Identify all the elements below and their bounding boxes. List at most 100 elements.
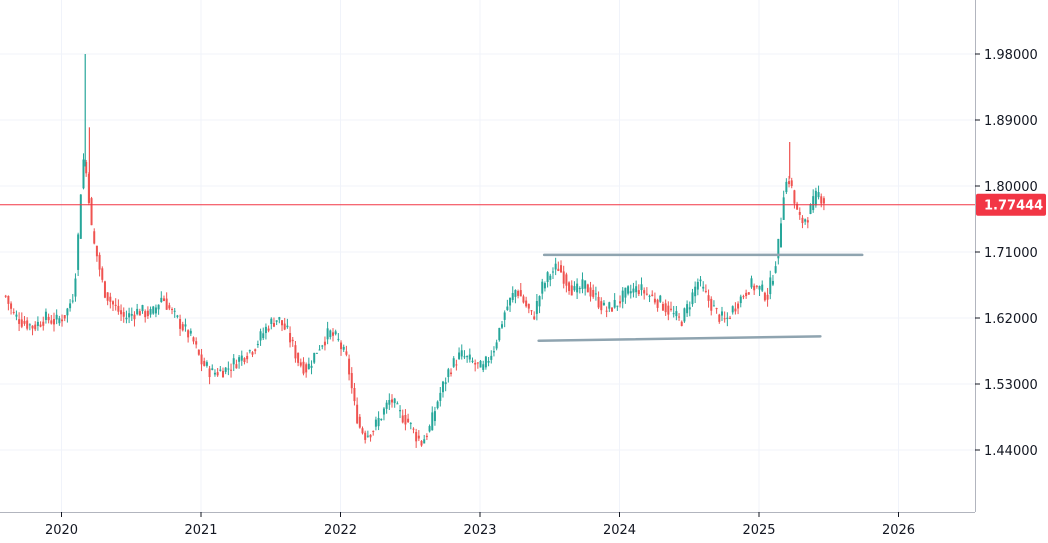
candle-body-209	[565, 274, 568, 286]
candle-body-149	[404, 415, 407, 425]
candle-body-46	[128, 313, 131, 318]
candle-body-45	[125, 317, 128, 320]
candle-body-88	[240, 355, 243, 361]
candle-body-11	[34, 324, 37, 330]
candle-body-290	[782, 197, 785, 220]
candle-body-199	[538, 296, 541, 307]
candle-body-73	[200, 354, 203, 365]
candle-body-228	[616, 305, 619, 307]
candle-body-53	[146, 310, 149, 317]
candle-body-180	[487, 360, 490, 363]
candle-body-243	[656, 299, 659, 308]
candle-body-64	[176, 315, 179, 317]
candle-body-20	[58, 318, 61, 324]
candle-body-275	[742, 296, 745, 298]
candle-body-249	[672, 313, 675, 315]
candle-body-121	[329, 330, 332, 338]
candle-body-103	[281, 320, 284, 326]
candle-body-48	[133, 314, 136, 320]
candle-body-44	[122, 312, 125, 317]
candle-body-63	[173, 310, 176, 312]
candle-body-272	[734, 308, 737, 312]
candle-body-210	[568, 282, 571, 292]
candle-body-293	[790, 180, 793, 187]
candle-body-94	[256, 343, 259, 345]
candle-body-298	[804, 219, 807, 222]
candle-body-230	[621, 290, 624, 302]
candle-body-13	[39, 324, 42, 327]
candle-body-89	[243, 358, 246, 363]
candle-body-270	[729, 317, 732, 319]
candle-body-37	[103, 281, 106, 298]
candle-body-271	[731, 306, 734, 313]
candle-body-252	[680, 321, 683, 327]
candle-body-257	[694, 286, 697, 297]
candle-body-219	[592, 289, 595, 297]
candle-body-215	[581, 279, 584, 289]
candle-body-299	[806, 220, 809, 223]
candle-body-137	[372, 430, 375, 432]
candle-body-127	[345, 351, 348, 355]
candle-body-294	[793, 190, 796, 204]
candle-body-83	[227, 368, 230, 370]
candle-body-223	[602, 302, 605, 306]
candle-body-43	[120, 310, 123, 315]
candle-body-42	[117, 305, 120, 312]
candle-body-112	[305, 364, 308, 373]
candle-body-264	[712, 305, 715, 307]
candle-body-261	[704, 290, 707, 292]
candle-body-287	[774, 266, 777, 273]
candle-body-188	[509, 297, 512, 306]
candle-body-59	[162, 298, 165, 301]
candle-body-105	[286, 325, 289, 328]
candle-body-301	[812, 196, 815, 211]
candle-body-240	[648, 295, 651, 297]
candle-body-140	[380, 418, 383, 420]
candle-body-193	[522, 296, 525, 303]
candle-body-244	[659, 295, 662, 302]
candle-body-196	[530, 310, 533, 312]
candle-body-71	[195, 341, 198, 345]
candle-body-194	[525, 300, 528, 307]
candle-body-133	[361, 428, 364, 434]
candle-body-62	[171, 309, 174, 311]
candle-body-282	[761, 284, 764, 291]
current-price-tag: 1.77444	[976, 193, 1046, 216]
candle-body-70	[192, 337, 195, 342]
candle-body-60	[165, 298, 168, 310]
candle-body-148	[401, 415, 404, 423]
candle-body-54	[149, 309, 152, 315]
candle-body-150	[407, 418, 410, 423]
candle-body-212	[573, 286, 576, 291]
candle-body-204	[551, 271, 554, 273]
candle-body-256	[691, 292, 694, 305]
candle-body-202	[546, 272, 549, 282]
candle-body-238	[643, 290, 646, 294]
time-axis[interactable]: 2020 2021 2022 2023 2024 2025 2026	[45, 512, 915, 538]
candle-body-253	[683, 308, 686, 322]
candle-body-200	[541, 281, 544, 294]
xtick-label-0: 2020	[45, 523, 78, 538]
candle-body-77	[211, 368, 214, 370]
candle-body-116	[315, 352, 318, 354]
candle-body-4	[15, 314, 18, 317]
candle-body-68	[187, 330, 190, 338]
ytick-label-2: 1.80000	[984, 180, 1038, 195]
candle-body-304	[820, 196, 823, 204]
candle-body-108	[294, 345, 297, 359]
candle-body-25	[71, 300, 74, 302]
candle-body-187	[506, 306, 509, 310]
candle-body-262	[707, 295, 710, 301]
candle-body-143	[388, 400, 391, 405]
candle-body-190	[514, 290, 517, 297]
candle-body-36	[101, 268, 104, 280]
candle-body-278	[750, 278, 753, 288]
candle-body-211	[570, 285, 573, 296]
candle-body-248	[670, 308, 673, 310]
xtick-label-3: 2023	[463, 523, 496, 538]
candle-body-81	[221, 370, 224, 378]
current-price-label: 1.77444	[984, 199, 1043, 214]
candle-body-158	[428, 426, 431, 432]
candle-body-98	[267, 328, 270, 331]
price-axis[interactable]: 1.98000 1.89000 1.80000 1.71000 1.62000 1.530…	[975, 48, 1038, 459]
